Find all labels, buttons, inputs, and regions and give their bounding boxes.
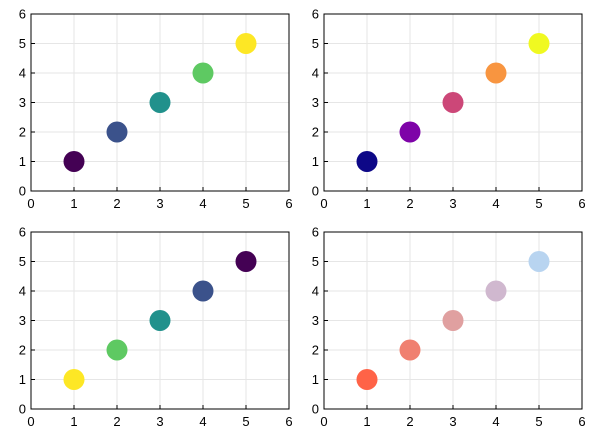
y-tick-label: 5 xyxy=(312,36,319,51)
x-tick-label: 5 xyxy=(242,414,249,429)
y-tick-label: 2 xyxy=(312,125,319,140)
scatter-point xyxy=(235,251,257,272)
y-tick-label: 5 xyxy=(312,254,319,269)
x-tick-label: 1 xyxy=(70,196,77,211)
x-tick-label: 0 xyxy=(320,196,327,211)
y-tick-label: 1 xyxy=(19,154,26,169)
chart-panel-3: 0 1 2 3 4 5 6 0 1 2 3 4 5 6 xyxy=(19,225,293,430)
x-tick-label: 3 xyxy=(156,196,163,211)
scatter-point xyxy=(106,339,128,361)
y-tick-label: 3 xyxy=(19,95,26,110)
y-tick-label: 4 xyxy=(19,66,26,81)
y-tick-label: 0 xyxy=(312,184,319,199)
x-tick-label: 3 xyxy=(449,414,456,429)
y-tick-label: 0 xyxy=(19,402,26,417)
y-tick-label: 3 xyxy=(312,95,319,110)
scatter-point xyxy=(485,62,507,84)
x-tick-label: 1 xyxy=(363,414,370,429)
y-tick-label: 1 xyxy=(312,154,319,169)
scatter-point xyxy=(485,280,507,302)
y-tick-label: 4 xyxy=(312,66,319,81)
scatter-point xyxy=(442,310,464,331)
x-tick-label: 4 xyxy=(492,196,499,211)
scatter-point xyxy=(356,369,378,390)
scatter-point xyxy=(528,251,550,272)
y-tick-label: 5 xyxy=(19,254,26,269)
y-tick-label: 4 xyxy=(19,284,26,299)
scatter-point xyxy=(149,92,171,113)
scatter-point xyxy=(192,62,214,84)
x-tick-label: 5 xyxy=(242,196,249,211)
y-tick-label: 6 xyxy=(312,225,319,240)
x-tick-label: 2 xyxy=(113,196,120,211)
scatter-point xyxy=(149,310,171,331)
y-tick-label: 3 xyxy=(19,313,26,328)
y-tick-label: 0 xyxy=(312,402,319,417)
scatter-point xyxy=(399,339,421,361)
x-tick-label: 2 xyxy=(406,196,413,211)
y-tick-label: 4 xyxy=(312,284,319,299)
scatter-point xyxy=(356,151,378,172)
scatter-point xyxy=(106,121,128,143)
scatter-point xyxy=(399,121,421,143)
y-tick-label: 6 xyxy=(19,225,26,240)
chart-panel-2: 0 1 2 3 4 5 6 0 1 2 3 4 5 6 xyxy=(312,7,586,212)
x-tick-label: 6 xyxy=(578,196,585,211)
scatter-point xyxy=(192,280,214,302)
x-tick-label: 3 xyxy=(449,196,456,211)
scatter-point xyxy=(528,33,550,54)
x-tick-label: 6 xyxy=(578,414,585,429)
scatter-point xyxy=(63,151,85,172)
scatter-point xyxy=(63,369,85,390)
x-tick-label: 1 xyxy=(70,414,77,429)
x-tick-label: 0 xyxy=(27,196,34,211)
x-tick-label: 3 xyxy=(156,414,163,429)
scatter-point xyxy=(442,92,464,113)
y-tick-label: 3 xyxy=(312,313,319,328)
y-tick-label: 1 xyxy=(19,372,26,387)
x-tick-label: 6 xyxy=(285,414,292,429)
y-tick-label: 6 xyxy=(312,7,319,22)
scatter-point xyxy=(235,33,257,54)
x-tick-label: 4 xyxy=(199,196,206,211)
y-tick-label: 1 xyxy=(312,372,319,387)
y-tick-label: 2 xyxy=(312,343,319,358)
x-tick-label: 2 xyxy=(406,414,413,429)
x-tick-label: 1 xyxy=(363,196,370,211)
x-tick-label: 4 xyxy=(199,414,206,429)
x-tick-label: 5 xyxy=(535,414,542,429)
x-tick-label: 2 xyxy=(113,414,120,429)
x-tick-label: 6 xyxy=(285,196,292,211)
y-tick-label: 5 xyxy=(19,36,26,51)
chart-panel-4: 0 1 2 3 4 5 6 0 1 2 3 4 5 6 xyxy=(312,225,586,430)
x-tick-label: 0 xyxy=(320,414,327,429)
y-tick-label: 2 xyxy=(19,343,26,358)
x-tick-label: 0 xyxy=(27,414,34,429)
y-tick-label: 0 xyxy=(19,184,26,199)
y-tick-label: 6 xyxy=(19,7,26,22)
y-tick-label: 2 xyxy=(19,125,26,140)
chart-panel-1: 0 1 2 3 4 5 6 0 1 2 3 4 5 6 xyxy=(19,7,293,212)
x-tick-label: 5 xyxy=(535,196,542,211)
x-tick-label: 4 xyxy=(492,414,499,429)
